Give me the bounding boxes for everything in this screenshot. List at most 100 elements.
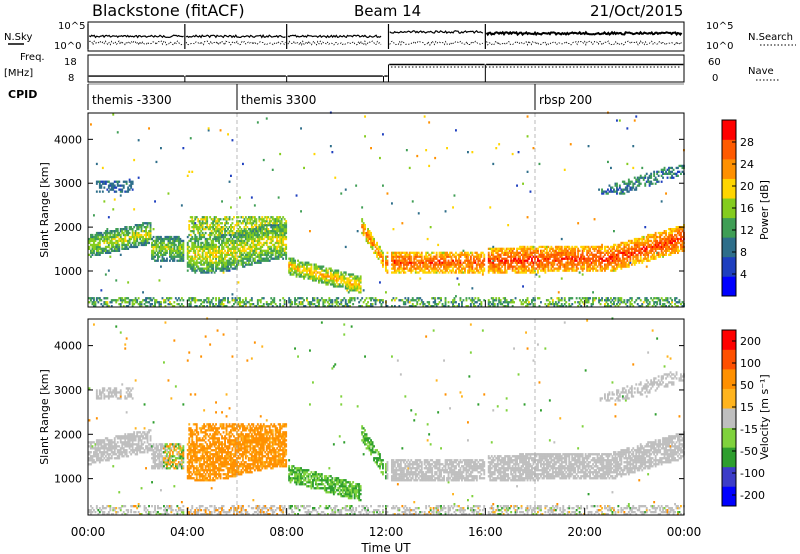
power-cell xyxy=(556,269,559,272)
power-cell xyxy=(267,228,270,231)
power-cell xyxy=(514,267,517,270)
power-cell xyxy=(259,247,262,250)
power-cell xyxy=(322,269,325,272)
power-cell xyxy=(459,259,462,262)
power-cell xyxy=(176,239,179,243)
power-cell xyxy=(124,237,127,241)
power-cell xyxy=(112,241,115,245)
power-cell xyxy=(472,257,475,260)
power-cell xyxy=(313,263,316,266)
power-cell xyxy=(529,245,532,249)
power-cell xyxy=(495,257,498,260)
power-cell xyxy=(399,261,402,264)
power-cell xyxy=(487,299,490,302)
power-cell xyxy=(331,277,334,280)
power-cell xyxy=(540,261,542,264)
power-cell xyxy=(113,247,116,250)
power-cell xyxy=(411,261,414,264)
power-cell xyxy=(571,267,574,270)
power-cell xyxy=(224,241,226,245)
power-cell xyxy=(571,297,574,300)
power-cell xyxy=(312,299,314,302)
power-cell xyxy=(455,129,457,132)
power-cell xyxy=(605,190,608,193)
power-cell xyxy=(103,297,106,300)
power-cell xyxy=(163,257,165,260)
power-cell xyxy=(361,224,364,227)
power-cell xyxy=(404,267,407,270)
power-cell xyxy=(119,230,122,233)
power-cell xyxy=(638,184,641,187)
power-cell xyxy=(307,303,310,306)
power-cell xyxy=(434,297,437,300)
nsky-panel: N.Sky 10^5 10^0 10^5 10^0 N.Search xyxy=(4,21,796,52)
power-cell xyxy=(234,247,237,250)
power-cell xyxy=(583,303,586,306)
power-cell xyxy=(401,257,404,260)
power-cell xyxy=(402,265,405,268)
power-cell xyxy=(343,279,346,282)
power-cell xyxy=(575,257,578,260)
power-cell xyxy=(171,239,174,243)
power-cell xyxy=(125,233,128,237)
power-cell xyxy=(355,287,358,290)
power-cell xyxy=(401,255,404,258)
power-cell xyxy=(137,226,140,229)
power-cell xyxy=(112,113,115,116)
power-cell xyxy=(93,303,95,306)
power-cell xyxy=(316,265,319,268)
power-cell xyxy=(306,263,308,266)
power-cell xyxy=(250,253,253,256)
power-cell xyxy=(467,263,469,266)
power-cell xyxy=(224,261,226,264)
power-cell xyxy=(644,182,647,185)
nsearch-tick-bottom: 10^0 xyxy=(706,41,733,52)
power-cell xyxy=(113,184,116,187)
power-cell xyxy=(280,249,283,252)
power-cell xyxy=(143,239,146,243)
power-cell xyxy=(90,237,92,241)
power-cell xyxy=(169,251,171,254)
power-cell xyxy=(331,275,334,278)
power-cell xyxy=(128,180,131,183)
power-cell xyxy=(88,237,91,241)
power-cell xyxy=(444,269,447,272)
power-cell xyxy=(265,239,268,243)
power-cell xyxy=(644,251,647,254)
power-cell xyxy=(480,265,483,268)
power-cell xyxy=(407,255,410,258)
power-cell xyxy=(93,297,95,300)
power-cell xyxy=(392,297,395,300)
power-cell xyxy=(188,228,191,231)
power-cell xyxy=(313,265,316,268)
power-cell xyxy=(638,241,641,245)
power-cell xyxy=(542,257,545,260)
power-cell xyxy=(601,190,603,193)
power-cell xyxy=(382,251,384,254)
power-cell xyxy=(329,269,332,272)
power-cell xyxy=(334,269,337,272)
power-cell xyxy=(188,226,191,229)
power-cell xyxy=(626,247,629,250)
power-cell xyxy=(216,230,219,233)
power-cell xyxy=(516,184,518,187)
power-cell xyxy=(222,261,225,264)
power-cell xyxy=(529,251,532,254)
power-cell xyxy=(461,263,463,266)
power-cell xyxy=(224,299,226,302)
power-cell xyxy=(194,245,197,249)
power-cell xyxy=(253,257,256,260)
power-cell xyxy=(416,297,419,300)
power-cell xyxy=(531,299,533,302)
power-cell xyxy=(148,235,150,239)
power-cell xyxy=(569,259,572,262)
power-cell xyxy=(633,255,636,258)
power-cell xyxy=(239,259,241,262)
power-cell xyxy=(438,261,441,264)
power-cell xyxy=(456,267,459,270)
power-cell xyxy=(233,259,235,262)
power-cell xyxy=(267,224,270,227)
power-cell xyxy=(230,247,232,250)
power-cell xyxy=(596,249,599,252)
power-cell xyxy=(309,301,311,304)
